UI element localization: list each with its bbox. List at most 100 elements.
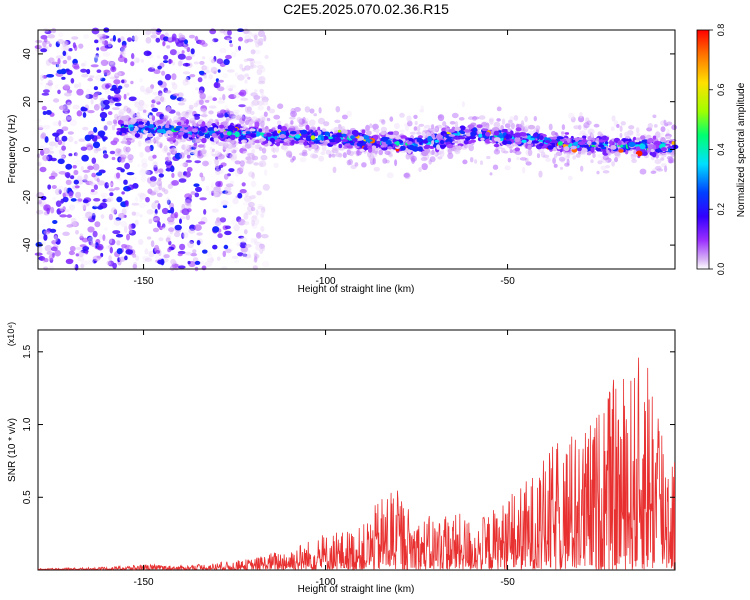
spectrogram-cell — [596, 170, 600, 175]
spectrogram-cell — [211, 133, 217, 137]
spectrogram-cell — [575, 153, 581, 158]
spectrogram-cell — [501, 118, 506, 125]
spectrogram-cell — [496, 106, 502, 112]
spectrogram-cell — [150, 84, 155, 90]
spectrogram-cell — [260, 225, 265, 232]
spectrogram-cell — [515, 127, 522, 132]
spectrogram-cell — [123, 49, 127, 55]
spectrogram-x-label: Height of straight line (km) — [298, 284, 415, 295]
spectrogram-cell — [189, 240, 194, 244]
spectrogram-cell — [112, 107, 120, 111]
spectrogram-cell — [283, 145, 289, 152]
spectrogram-cell — [78, 250, 84, 258]
spectrogram-cell — [160, 96, 166, 103]
spectrogram-cell — [250, 101, 255, 108]
spectrogram-cell — [255, 209, 259, 216]
spectrogram-cell — [68, 153, 73, 157]
spectrogram-cell — [146, 140, 152, 145]
spectrogram-cell — [202, 112, 208, 119]
spectrogram-cell — [81, 154, 89, 162]
spectrogram-cell — [251, 223, 258, 229]
spectrogram-cell — [126, 233, 130, 241]
spectrogram-cell — [166, 45, 171, 49]
spectrogram-cell — [66, 69, 73, 75]
spectrogram-cell — [106, 260, 111, 266]
spectrogram-cell — [119, 157, 126, 163]
spectrogram-cell — [184, 251, 192, 256]
spectrogram-cell — [177, 92, 184, 98]
spectrogram-cell — [192, 143, 198, 150]
spectrogram-cells — [34, 27, 679, 272]
spectrogram-x-ticks: -150 -100 -50 — [134, 30, 515, 287]
spectrogram-cell — [51, 170, 56, 176]
spectrogram-cell — [78, 138, 86, 142]
spectrogram-cell — [409, 131, 416, 135]
spectrogram-cell — [653, 124, 658, 128]
spectrogram-cell — [64, 112, 69, 117]
spectrogram-cell — [160, 96, 165, 102]
spectrogram-cell — [329, 141, 337, 145]
spectrogram-cell — [240, 165, 245, 172]
spectrogram-cell — [69, 204, 75, 211]
spectrogram-cell — [420, 156, 428, 162]
spectrogram-cell — [251, 149, 256, 154]
spectrogram-cell — [247, 31, 252, 35]
spectrogram-cell — [237, 252, 244, 257]
spectrogram-cell — [361, 129, 366, 134]
spectrogram-cell — [522, 166, 526, 174]
spectrogram-cell — [361, 162, 367, 168]
spectrogram-cell — [369, 123, 373, 129]
spectrogram-cell — [553, 163, 558, 168]
spectrogram-cell — [431, 140, 435, 145]
spectrogram-cell — [67, 55, 72, 61]
spectrogram-cell — [89, 134, 95, 139]
spectrogram-cell — [225, 54, 232, 60]
spectrogram-cell — [46, 251, 54, 255]
spectrogram-cell — [248, 121, 254, 127]
spectrogram-cell — [68, 136, 74, 143]
spectrogram-cell — [268, 129, 274, 133]
spectrogram-cell — [290, 120, 294, 125]
spectrogram-cell — [463, 129, 471, 133]
spectrogram-cell — [154, 253, 159, 260]
spectrogram-cell — [505, 133, 509, 140]
spectrogram-cell — [489, 172, 493, 176]
spectrogram-cell — [447, 152, 454, 159]
spectrogram-cell — [82, 112, 87, 118]
spectrogram-cell — [52, 121, 60, 127]
spectrogram-cell — [81, 237, 89, 243]
spectrogram-cell — [75, 246, 83, 251]
spectrogram-cell — [157, 221, 161, 228]
spectrogram-cell — [125, 200, 129, 207]
spectrogram-cell — [58, 120, 62, 127]
spectrogram-cell — [145, 37, 152, 44]
spectrogram-cell — [369, 155, 374, 162]
spectrogram-cell — [87, 77, 93, 82]
colorbar-ticks: 0.0 0.2 0.4 0.6 0.8 — [709, 24, 726, 275]
spectrogram-cell — [308, 119, 316, 127]
spectrogram-cell — [226, 148, 231, 154]
spectrogram-cell — [156, 192, 163, 198]
spectrogram-cell — [152, 161, 158, 168]
spectrogram-cell — [271, 154, 278, 159]
spectrogram-cell — [115, 148, 122, 154]
spectrogram-cell — [660, 157, 665, 161]
spectrogram-cell — [470, 139, 476, 143]
spectrogram-cell — [166, 37, 174, 43]
spectrogram-cell — [243, 212, 249, 220]
spectrogram-cell — [53, 233, 59, 240]
spectrogram-cell — [225, 248, 232, 254]
spectrogram-cell — [82, 179, 88, 183]
spectrogram-cell — [86, 88, 91, 96]
spectrogram-cell — [72, 42, 76, 49]
spectrogram-cell — [157, 203, 161, 210]
spectrogram-cell — [389, 116, 394, 122]
spectrogram-cell — [40, 81, 44, 86]
spectrogram-cell — [125, 248, 133, 255]
spectrogram-cell — [509, 149, 513, 153]
spectrogram-cell — [102, 99, 110, 105]
spectrogram-cell — [63, 187, 68, 193]
spectrogram-cell — [659, 132, 665, 137]
spectrogram-cell — [260, 213, 265, 218]
spectrogram-cell — [217, 69, 221, 73]
